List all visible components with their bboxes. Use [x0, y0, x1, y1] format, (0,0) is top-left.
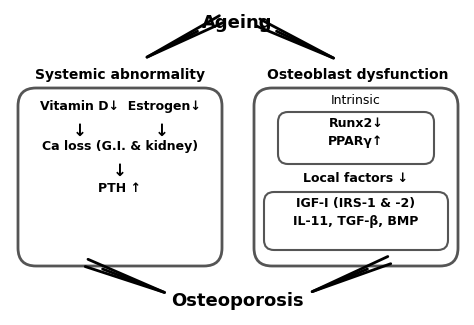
FancyBboxPatch shape — [254, 88, 458, 266]
Text: ↓: ↓ — [155, 122, 169, 140]
Text: ↓: ↓ — [73, 122, 87, 140]
Text: Ageing: Ageing — [202, 14, 272, 32]
Text: PTH ↑: PTH ↑ — [99, 182, 142, 195]
FancyBboxPatch shape — [278, 112, 434, 164]
Text: PPARγ↑: PPARγ↑ — [328, 135, 383, 148]
Text: Ca loss (G.I. & kidney): Ca loss (G.I. & kidney) — [42, 140, 198, 153]
Text: Runx2↓: Runx2↓ — [328, 117, 383, 130]
Text: Systemic abnormality: Systemic abnormality — [35, 68, 205, 82]
Text: IL-11, TGF-β, BMP: IL-11, TGF-β, BMP — [293, 215, 419, 228]
FancyBboxPatch shape — [18, 88, 222, 266]
Text: Intrinsic: Intrinsic — [331, 94, 381, 107]
FancyBboxPatch shape — [264, 192, 448, 250]
Text: Local factors ↓: Local factors ↓ — [303, 172, 409, 185]
Text: IGF-I (IRS-1 & -2): IGF-I (IRS-1 & -2) — [296, 197, 416, 210]
Text: Osteoporosis: Osteoporosis — [171, 292, 303, 310]
Text: ↓: ↓ — [113, 162, 127, 180]
Text: Osteoblast dysfunction: Osteoblast dysfunction — [267, 68, 449, 82]
Text: Vitamin D↓  Estrogen↓: Vitamin D↓ Estrogen↓ — [39, 100, 201, 113]
